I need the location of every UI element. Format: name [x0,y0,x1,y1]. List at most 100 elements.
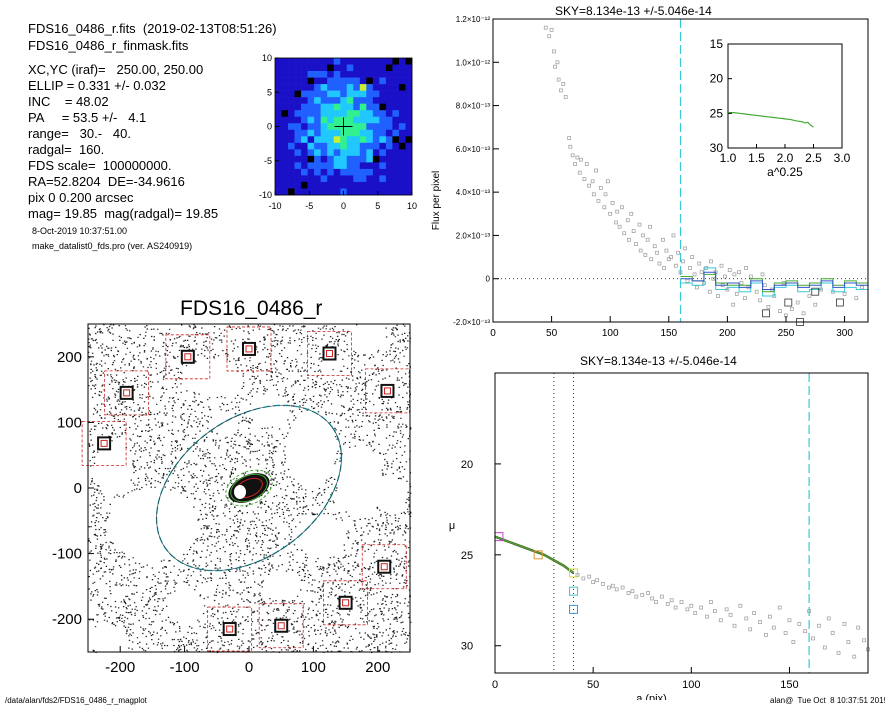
heatmap-cell [275,188,282,196]
heatmap-cell [359,136,367,144]
heatmap-cell [340,110,348,118]
flux-point [754,289,759,294]
heatmap-cell [340,84,348,91]
heatmap-cell [379,110,387,118]
heatmap-cell [320,149,328,157]
heatmap-cell [372,129,380,137]
flux-point [723,274,727,279]
heatmap-cell [359,90,367,98]
heatmap-cell [294,84,302,91]
heatmap-cell [372,155,380,163]
heatmap-cell [392,103,400,111]
heatmap-cell [398,97,406,104]
heatmap-cell [372,71,380,78]
x-tick-label: 100 [682,679,700,691]
sky-box-marker [784,298,793,307]
heatmap-cell [314,162,321,170]
heatmap-cell [353,77,361,85]
mu-point [777,605,782,610]
heatmap-cell [372,123,380,131]
heatmap-cell [320,103,328,111]
heatmap-cell [340,97,348,104]
fits-filename-line: FDS16_0486_r.fits (2019-02-13T08:51:26) [28,21,277,36]
heatmap-cell [301,84,308,91]
heatmap-cell [333,155,341,163]
heatmap-cell [359,155,367,163]
x-tick-label: 250 [778,328,795,337]
heatmap-cell [392,149,400,157]
profile-marker [569,604,579,614]
heatmap-cell [385,84,393,91]
flux-point [605,179,610,184]
mu-point [679,600,684,604]
heatmap-cell [281,168,289,176]
heatmap-cell [359,110,367,118]
flux-point [652,244,657,249]
heatmap-cell [398,129,406,137]
param-line: INC = 48.02 [28,94,109,109]
y-tick-label: 0 [267,122,272,132]
x-tick-label: 10 [407,201,417,211]
flux-point [570,153,575,158]
heatmap-cell [281,181,289,189]
flux-point [590,179,595,184]
heatmap-cell [366,129,374,137]
flux-point [561,82,566,86]
flux-point [549,27,554,32]
flux-point [711,276,716,281]
heatmap-cell [320,188,328,196]
mu-profile-plot: 0 50 100 150 20 25 30 a (pix) μ [449,372,870,700]
heatmap-cell [385,58,393,65]
heatmap-cell [307,136,315,144]
x-tick-label: 0 [490,328,496,337]
flux-point [676,250,681,255]
flux-point [553,64,557,69]
heatmap-cell [314,116,321,124]
heatmap-cell [405,123,413,131]
heatmap-cell [320,155,328,163]
heatmap-cell [281,103,289,111]
heatmap-cell [346,149,354,157]
heatmap-cell [327,175,335,183]
flux-point [620,205,624,210]
heatmap-cell [327,188,335,196]
flux-point [610,201,615,205]
flux-point [591,192,596,197]
heatmap-cell [346,58,354,65]
heatmap-cell [275,64,282,72]
y-tick-label: 5 [267,87,272,97]
heatmap-cell [353,168,361,176]
heatmap-cell [288,129,295,137]
heatmap-cell [301,142,308,150]
heatmap-cell [392,175,400,183]
heatmap-cell [353,123,361,131]
flux-point [669,255,673,259]
heatmap-cell [275,116,282,124]
heatmap-cell [353,110,361,118]
heatmap-cell [307,58,315,65]
heatmap-cell [314,136,321,144]
galaxy-image-plot: -200 -100 0 100 200 200 100 0 -100 -200 [52,323,412,676]
heatmap-cell [275,181,282,189]
heatmap-cell [385,77,393,85]
heatmap-cell [392,155,400,163]
mu-point [846,640,851,644]
inset-x-tick-label: 2.0 [777,151,794,165]
profile-marker [569,568,579,578]
heatmap-cell [307,123,315,131]
flux-point [707,289,712,294]
flux-point [655,250,659,255]
heatmap-cell [294,129,302,137]
heatmap-cell [301,90,308,98]
star-region-box [361,544,407,590]
star-region-box [104,370,150,416]
heatmap-cell [307,116,315,124]
flux-point [732,272,737,277]
heatmap-cell [294,103,302,111]
heatmap-cell [398,149,406,157]
heatmap-cell [398,110,406,118]
heatmap-cell [314,149,321,157]
flux-point [617,224,622,229]
heatmap-cell [301,58,308,65]
heatmap-cell [372,136,380,144]
